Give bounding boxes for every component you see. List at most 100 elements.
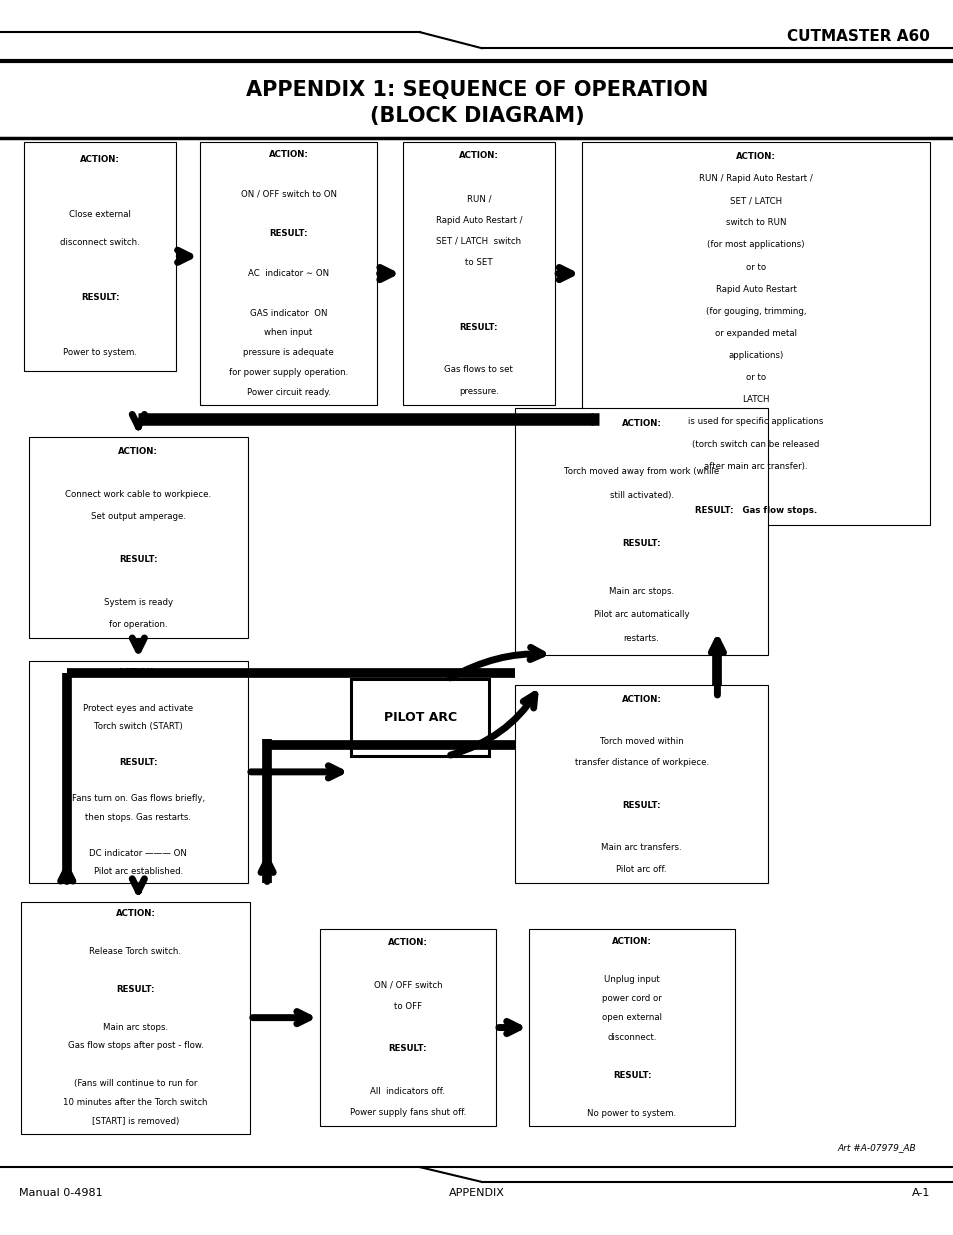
- Bar: [29, 437, 248, 638]
- Text: (for most applications): (for most applications): [706, 241, 804, 249]
- Bar: [515, 408, 767, 655]
- Text: Manual 0-4981: Manual 0-4981: [19, 1188, 103, 1198]
- Text: switch to RUN: switch to RUN: [725, 219, 785, 227]
- Text: ON / OFF switch to ON: ON / OFF switch to ON: [240, 190, 336, 199]
- Text: pressure.: pressure.: [458, 387, 498, 395]
- Text: to OFF: to OFF: [394, 1002, 421, 1010]
- Text: (Fans will continue to run for: (Fans will continue to run for: [73, 1079, 197, 1088]
- Text: (torch switch can be released: (torch switch can be released: [692, 440, 819, 448]
- Text: or to: or to: [745, 373, 765, 382]
- Text: Main arc stops.: Main arc stops.: [103, 1023, 168, 1031]
- Bar: [21, 902, 250, 1134]
- Text: when input: when input: [264, 329, 313, 337]
- Text: Gas flow stops after post - flow.: Gas flow stops after post - flow.: [68, 1041, 203, 1051]
- Text: Torch moved away from work (while: Torch moved away from work (while: [563, 467, 719, 475]
- Text: Main arc transfers.: Main arc transfers.: [600, 844, 681, 852]
- Text: RESULT:: RESULT:: [621, 802, 660, 810]
- Text: RESULT:: RESULT:: [388, 1045, 427, 1053]
- Text: Power circuit ready.: Power circuit ready.: [247, 388, 330, 396]
- Text: SET / LATCH  switch: SET / LATCH switch: [436, 237, 521, 246]
- Bar: [319, 929, 496, 1126]
- Text: AC  indicator ∼ ON: AC indicator ∼ ON: [248, 269, 329, 278]
- Bar: [529, 929, 734, 1126]
- Bar: [581, 142, 929, 525]
- Text: No power to system.: No power to system.: [587, 1109, 676, 1119]
- Text: Unplug input: Unplug input: [603, 976, 659, 984]
- Bar: [351, 679, 489, 756]
- Text: ACTION:: ACTION:: [458, 152, 498, 161]
- Text: Pilot arc automatically: Pilot arc automatically: [593, 610, 689, 620]
- Text: for power supply operation.: for power supply operation.: [229, 368, 348, 377]
- Text: Power supply fans shut off.: Power supply fans shut off.: [350, 1108, 465, 1116]
- Text: Close external: Close external: [70, 210, 131, 220]
- Text: [START] is removed): [START] is removed): [91, 1116, 179, 1126]
- Text: then stops. Gas restarts.: then stops. Gas restarts.: [85, 813, 192, 821]
- Bar: [29, 661, 248, 883]
- Text: power cord or: power cord or: [601, 994, 661, 1003]
- Text: or to: or to: [745, 263, 765, 272]
- Text: (BLOCK DIAGRAM): (BLOCK DIAGRAM): [370, 106, 583, 126]
- Text: System is ready: System is ready: [104, 598, 172, 608]
- Text: Rapid Auto Restart /: Rapid Auto Restart /: [436, 216, 521, 225]
- Text: APPENDIX 1: SEQUENCE OF OPERATION: APPENDIX 1: SEQUENCE OF OPERATION: [246, 80, 707, 100]
- Text: ACTION:: ACTION:: [621, 695, 660, 704]
- Text: RESULT:   Gas flow stops.: RESULT: Gas flow stops.: [694, 506, 817, 515]
- Text: RESULT:: RESULT:: [119, 555, 157, 564]
- Text: for operation.: for operation.: [109, 620, 168, 629]
- Text: or expanded metal: or expanded metal: [715, 329, 796, 338]
- Text: RESULT:: RESULT:: [269, 230, 308, 238]
- Text: transfer distance of workpiece.: transfer distance of workpiece.: [574, 758, 708, 767]
- Bar: [24, 142, 176, 370]
- Text: LATCH: LATCH: [741, 395, 769, 404]
- Text: Art #A-07979_AB: Art #A-07979_AB: [837, 1144, 915, 1152]
- Text: RESULT:: RESULT:: [116, 984, 154, 994]
- Text: RESULT:: RESULT:: [119, 758, 157, 767]
- Text: DC indicator ——— ON: DC indicator ——— ON: [90, 848, 187, 857]
- Text: ACTION:: ACTION:: [388, 939, 427, 947]
- Text: SET / LATCH: SET / LATCH: [729, 196, 781, 205]
- Text: ACTION:: ACTION:: [80, 156, 120, 164]
- Text: APPENDIX: APPENDIX: [449, 1188, 504, 1198]
- Text: restarts.: restarts.: [623, 635, 659, 643]
- Text: ACTION:: ACTION:: [621, 419, 660, 427]
- Text: Torch moved within: Torch moved within: [599, 737, 682, 746]
- Text: is used for specific applications: is used for specific applications: [688, 417, 822, 426]
- Text: Power to system.: Power to system.: [63, 348, 137, 357]
- Text: ACTION:: ACTION:: [269, 151, 308, 159]
- Text: Pilot arc established.: Pilot arc established.: [93, 867, 183, 876]
- Text: still activated).: still activated).: [609, 490, 673, 500]
- Text: Rapid Auto Restart: Rapid Auto Restart: [715, 285, 796, 294]
- Text: RUN /: RUN /: [466, 194, 491, 204]
- Text: (for gouging, trimming,: (for gouging, trimming,: [705, 306, 805, 316]
- Text: Fans turn on. Gas flows briefly,: Fans turn on. Gas flows briefly,: [71, 794, 205, 804]
- Text: ACTION:: ACTION:: [118, 447, 158, 456]
- Text: PILOT ARC: PILOT ARC: [383, 711, 456, 724]
- Bar: [402, 142, 555, 405]
- Text: ON / OFF switch: ON / OFF switch: [374, 981, 441, 989]
- Text: Pilot arc off.: Pilot arc off.: [616, 864, 666, 873]
- Text: 10 minutes after the Torch switch: 10 minutes after the Torch switch: [63, 1098, 208, 1107]
- Text: Protect eyes and activate: Protect eyes and activate: [83, 704, 193, 713]
- Text: GAS indicator  ON: GAS indicator ON: [250, 309, 327, 317]
- Text: Set output amperage.: Set output amperage.: [91, 511, 186, 521]
- Text: pressure is adequate: pressure is adequate: [243, 348, 334, 357]
- Text: Release Torch switch.: Release Torch switch.: [90, 947, 181, 956]
- Text: ACTION:: ACTION:: [612, 936, 651, 946]
- Text: RUN / Rapid Auto Restart /: RUN / Rapid Auto Restart /: [699, 174, 812, 183]
- Text: RESULT:: RESULT:: [621, 538, 660, 547]
- Text: open external: open external: [601, 1014, 661, 1023]
- Text: RESULT:: RESULT:: [459, 322, 497, 331]
- Text: after main arc transfer).: after main arc transfer).: [703, 462, 807, 471]
- Text: All  indicators off.: All indicators off.: [370, 1087, 445, 1095]
- Bar: [515, 685, 767, 883]
- Text: ACTION:: ACTION:: [115, 909, 155, 919]
- Text: CUTMASTER A60: CUTMASTER A60: [786, 30, 929, 44]
- Text: disconnect switch.: disconnect switch.: [60, 238, 140, 247]
- Text: RESULT:: RESULT:: [612, 1071, 651, 1079]
- Text: A-1: A-1: [911, 1188, 929, 1198]
- Text: ACTION:: ACTION:: [118, 668, 158, 677]
- Text: Main arc stops.: Main arc stops.: [608, 587, 674, 595]
- Text: ACTION:: ACTION:: [736, 152, 775, 161]
- Text: applications): applications): [728, 351, 782, 361]
- Text: to SET: to SET: [465, 258, 492, 267]
